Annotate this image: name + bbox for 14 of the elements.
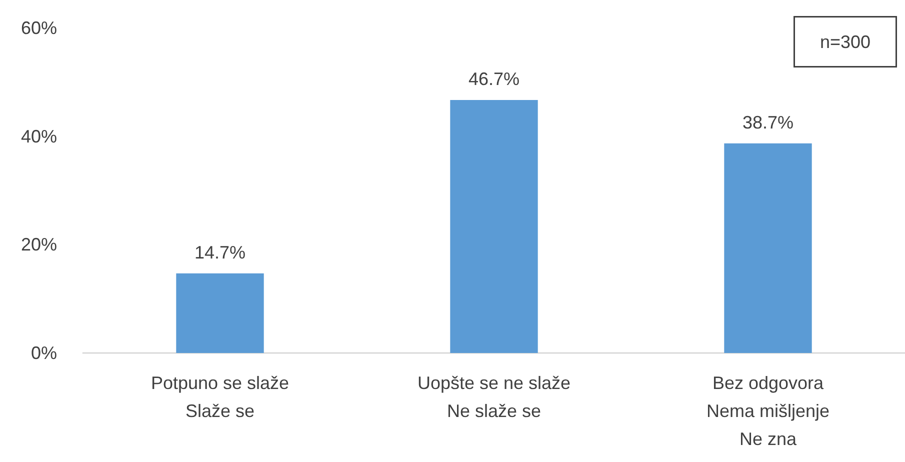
x-tick-label: Bez odgovora Nema mišljenje Ne zna [706,373,830,449]
bar [450,100,538,353]
y-tick-label: 20% [20,234,57,255]
data-label: 46.7% [468,69,520,90]
x-tick-label: Potpuno se slaže Slaže se [150,373,290,421]
bar [176,273,264,353]
y-tick-label: 40% [20,126,57,146]
annotation: n=300 [820,32,871,52]
y-tick-label: 0% [30,343,57,363]
y-tick-label: 60% [20,18,57,38]
data-label: 14.7% [194,242,246,262]
bar [724,143,812,353]
data-label: 38.7% [742,112,794,132]
x-tick-label: Uopšte se ne slaže Ne slaže se [417,373,571,421]
